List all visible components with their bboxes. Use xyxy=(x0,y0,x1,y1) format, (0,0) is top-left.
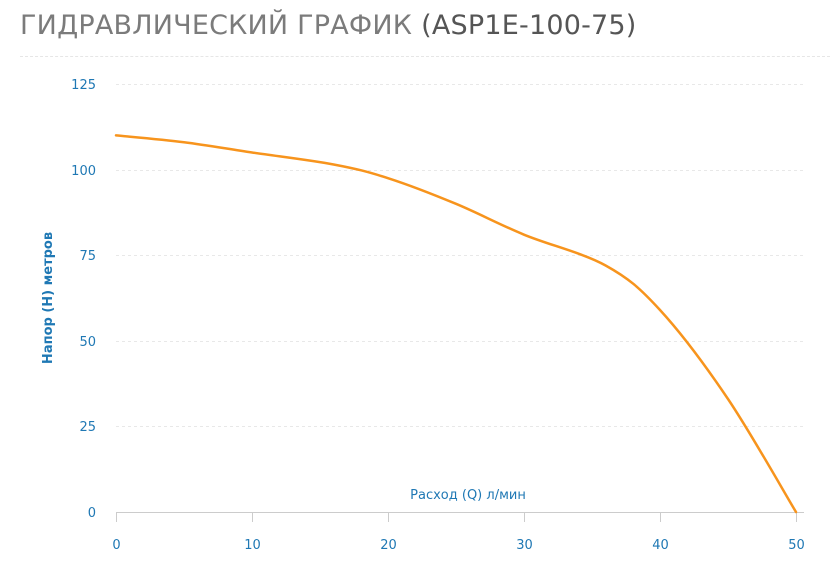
x-tick-label: 0 xyxy=(112,538,120,553)
x-axis-title: Расход (Q) л/мин xyxy=(410,488,526,503)
series-line xyxy=(114,134,798,514)
x-axis: 0 10 20 30 40 50 xyxy=(112,512,805,553)
y-tick-label: 100 xyxy=(71,164,96,179)
y-tick-label: 25 xyxy=(79,420,96,435)
y-tick-label: 50 xyxy=(79,335,96,350)
x-tick-label: 20 xyxy=(380,538,397,553)
series-layer xyxy=(114,134,798,514)
y-axis-title: Напор (H) метров xyxy=(41,232,56,364)
y-axis: 0 25 50 75 100 125 xyxy=(71,78,96,521)
x-tick-label: 40 xyxy=(652,538,669,553)
x-tick-label: 50 xyxy=(788,538,805,553)
title-divider xyxy=(20,56,830,57)
x-tick-label: 30 xyxy=(516,538,533,553)
page-title: ГИДРАВЛИЧЕСКИЙ ГРАФИК (ASP1E-100-75) xyxy=(20,10,637,41)
y-tick-label: 125 xyxy=(71,78,96,93)
grid xyxy=(116,84,804,427)
y-tick-label: 0 xyxy=(88,506,96,521)
x-tick-label: 10 xyxy=(244,538,261,553)
title-model: (ASP1E-100-75) xyxy=(421,10,637,41)
y-tick-label: 75 xyxy=(79,249,96,264)
title-main: ГИДРАВЛИЧЕСКИЙ ГРАФИК xyxy=(20,10,413,41)
